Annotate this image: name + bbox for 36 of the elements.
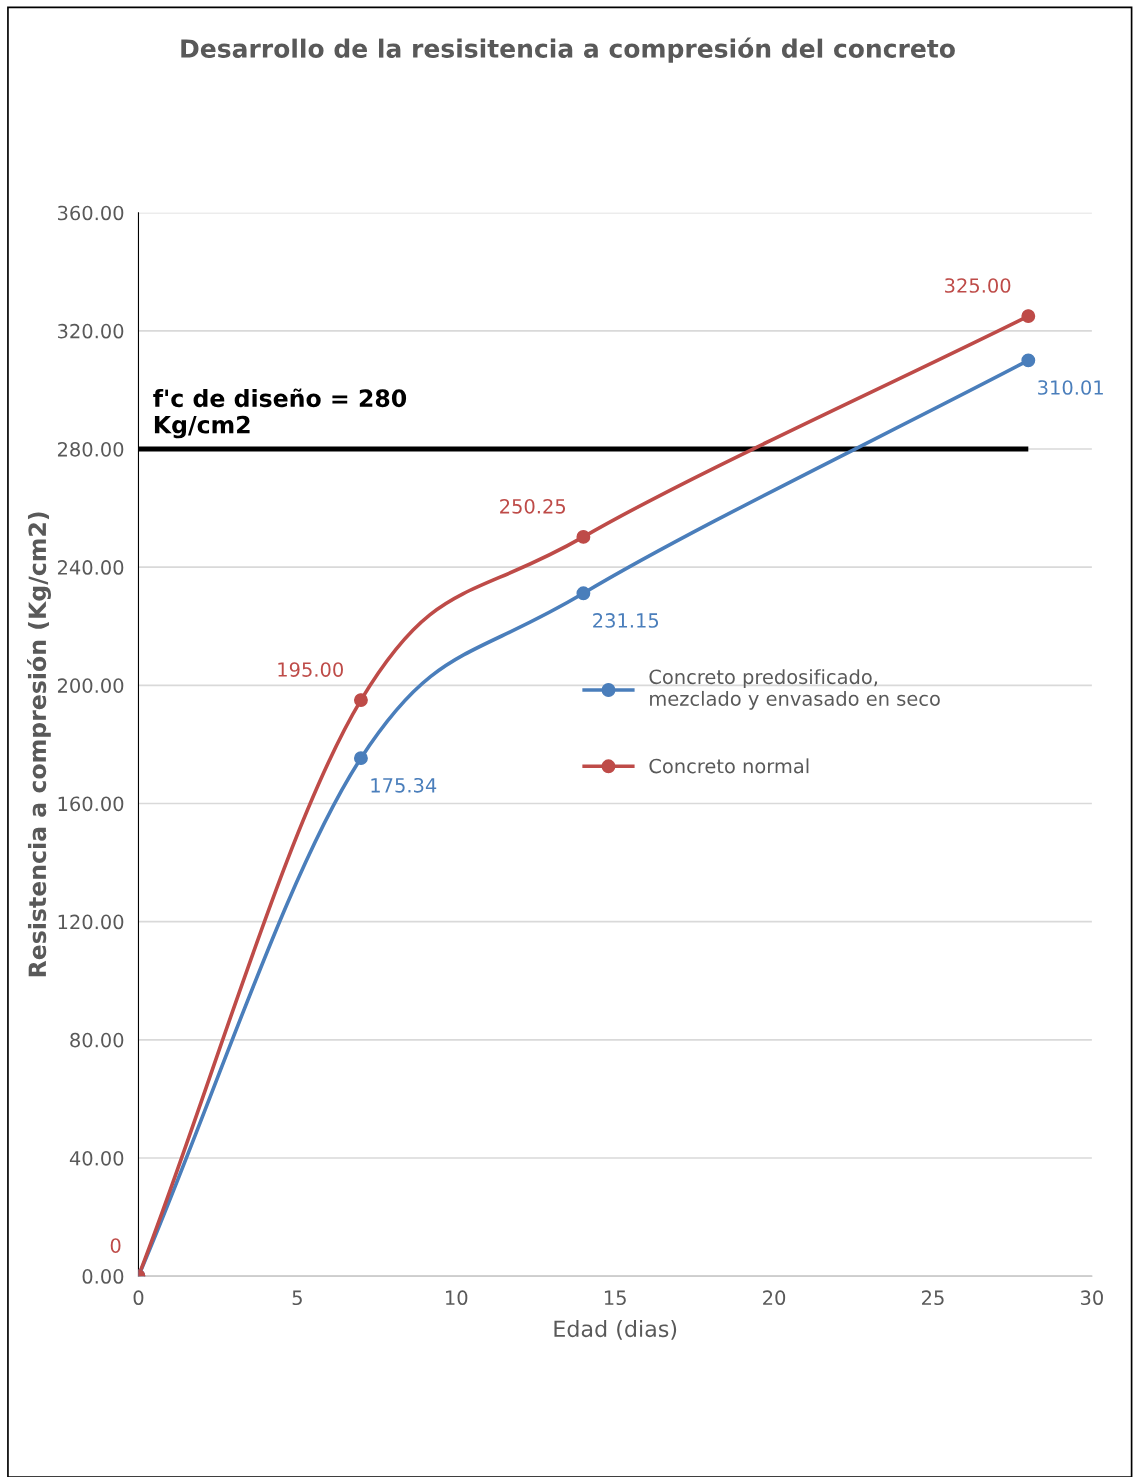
y-tick-label: 40.00	[69, 1150, 124, 1166]
legend-label: Concreto normal	[649, 758, 809, 774]
x-axis-title: Edad (dias)	[554, 1319, 677, 1340]
ref-line-label: f'c de diseño = 280 Kg/cm2	[153, 388, 407, 439]
x-tick-label: 20	[763, 1290, 786, 1306]
data-label: 195.00	[278, 662, 343, 677]
data-label: 231.15	[593, 613, 659, 628]
x-tick-label: 10	[446, 1290, 468, 1306]
point	[353, 693, 368, 708]
chart-title: Desarrollo de la resisitencia a compresión del concreto	[181, 37, 955, 63]
data-label: 250.25	[500, 498, 566, 514]
y-tick-label: 160.00	[58, 796, 124, 812]
y-tick-label: 120.00	[58, 914, 124, 930]
y-tick-label: 240.00	[57, 560, 124, 575]
point	[576, 586, 591, 601]
data-label: 325.00	[945, 278, 1011, 293]
x-tick-label: 5	[292, 1290, 302, 1306]
point	[1021, 309, 1036, 324]
y-tick-label: 80.00	[70, 1032, 124, 1048]
point	[353, 751, 368, 766]
x-tick-label: 25	[922, 1290, 944, 1306]
x-tick-label: 30	[1080, 1290, 1103, 1306]
data-label: 310.01	[1038, 380, 1103, 395]
legend-label: Concreto predosificado, mezclado y envasado en seco	[649, 669, 940, 710]
x-tick-label: 15	[604, 1290, 626, 1306]
y-tick-label: 280.00	[57, 441, 124, 457]
data-label: 175.34	[371, 777, 437, 793]
x-tick-label: 0	[133, 1290, 144, 1306]
y-tick-label: 320.00	[58, 323, 124, 339]
y-tick-label: 360.00	[58, 205, 124, 221]
point	[576, 529, 591, 544]
y-tick-label: 200.00	[57, 678, 124, 693]
point	[1021, 353, 1036, 368]
data-label: 0	[110, 1238, 121, 1253]
y-axis-title: Resistencia a compresión (Kg/cm2)	[27, 512, 51, 977]
y-tick-label: 0.00	[82, 1269, 124, 1284]
